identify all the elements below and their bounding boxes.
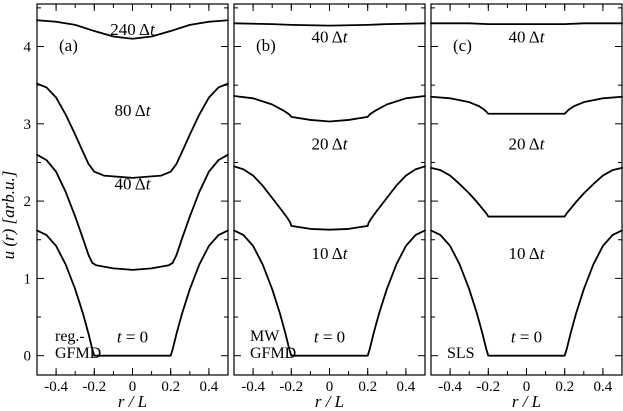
series-label-3: 20 Δt: [509, 134, 546, 153]
panel-frame: [430, 3, 623, 376]
series-label-2: 10 Δt: [509, 244, 546, 263]
series-line-2: [36, 153, 229, 271]
series-line-3: [36, 82, 229, 179]
x-tick-label: -0.4: [241, 379, 265, 395]
y-tick-label: 4: [24, 40, 32, 56]
x-tick-label: 0.4: [200, 379, 219, 395]
series-label-1: t = 0: [314, 328, 345, 347]
method-label: reg.-: [55, 328, 85, 345]
x-tick-label: -0.2: [279, 379, 303, 395]
series-line-2: [430, 166, 623, 218]
x-tick-label: 0: [523, 379, 531, 395]
series-line-3: [430, 95, 623, 115]
series-label-3: 80 Δt: [115, 101, 152, 120]
series-label-4: 240 Δt: [110, 20, 156, 39]
x-tick-label: 0.2: [358, 379, 377, 395]
series-line-1: [36, 229, 229, 357]
x-tick-label: 0.4: [397, 379, 416, 395]
x-tick-label: 0.2: [555, 379, 574, 395]
x-tick-label: -0.4: [438, 379, 462, 395]
series-label-3: 20 Δt: [312, 134, 349, 153]
x-tick-label: 0: [326, 379, 334, 395]
panels: -0.4 -0.2 0 0.2 0.4 0 1 2 3 4 t = 0 40 Δt 80 Δt 240 Δ…: [24, 3, 623, 411]
series-line-3: [233, 95, 426, 123]
panel-2: -0.4 -0.2 0 0.2 0.4 t = 0 10 Δt 20 Δt 40 Δt (b) MW…: [233, 3, 426, 411]
x-tick-label: -0.2: [82, 379, 106, 395]
series-line-1: [430, 229, 623, 357]
x-tick-label: -0.4: [44, 379, 68, 395]
panel-label: (b): [256, 36, 276, 55]
x-axis-label: r / L: [512, 392, 541, 411]
method-label: GFMD: [250, 345, 296, 362]
x-axis-label: r / L: [118, 392, 147, 411]
y-axis-label: u (r) [arb.u.]: [0, 171, 18, 260]
panel-frame: [233, 3, 426, 376]
series-label-1: t = 0: [511, 328, 542, 347]
method-label: SLS: [447, 345, 475, 362]
series-label-2: 10 Δt: [312, 244, 349, 263]
x-tick-label: 0.2: [161, 379, 180, 395]
x-axis-label: r / L: [315, 392, 344, 411]
y-tick-label: 2: [24, 194, 32, 210]
method-label: GFMD: [55, 345, 101, 362]
series-line-4: [430, 22, 623, 25]
series-line-1: [233, 229, 426, 357]
y-tick-label: 1: [24, 271, 32, 287]
x-tick-label: 0.4: [594, 379, 613, 395]
series-label-4: 40 Δt: [312, 28, 349, 47]
panel-label: (a): [59, 36, 78, 55]
y-tick-label: 0: [24, 349, 32, 365]
method-label: MW: [250, 328, 280, 345]
series-label-4: 40 Δt: [509, 28, 546, 47]
y-tick-label: 3: [24, 117, 32, 133]
panel-3: -0.4 -0.2 0 0.2 0.4 t = 0 10 Δt 20 Δt 40 Δt (c) SL…: [430, 3, 623, 411]
x-tick-label: 0: [129, 379, 137, 395]
series-line-2: [233, 165, 426, 231]
panel-label: (c): [453, 36, 472, 55]
panel-1: -0.4 -0.2 0 0.2 0.4 0 1 2 3 4 t = 0 40 Δt 80 Δt 240 Δ…: [24, 3, 229, 411]
x-tick-label: -0.2: [476, 379, 500, 395]
series-line-4: [36, 19, 229, 40]
series-label-2: 40 Δt: [115, 175, 152, 194]
series-label-1: t = 0: [117, 328, 148, 347]
series-line-4: [233, 22, 426, 27]
